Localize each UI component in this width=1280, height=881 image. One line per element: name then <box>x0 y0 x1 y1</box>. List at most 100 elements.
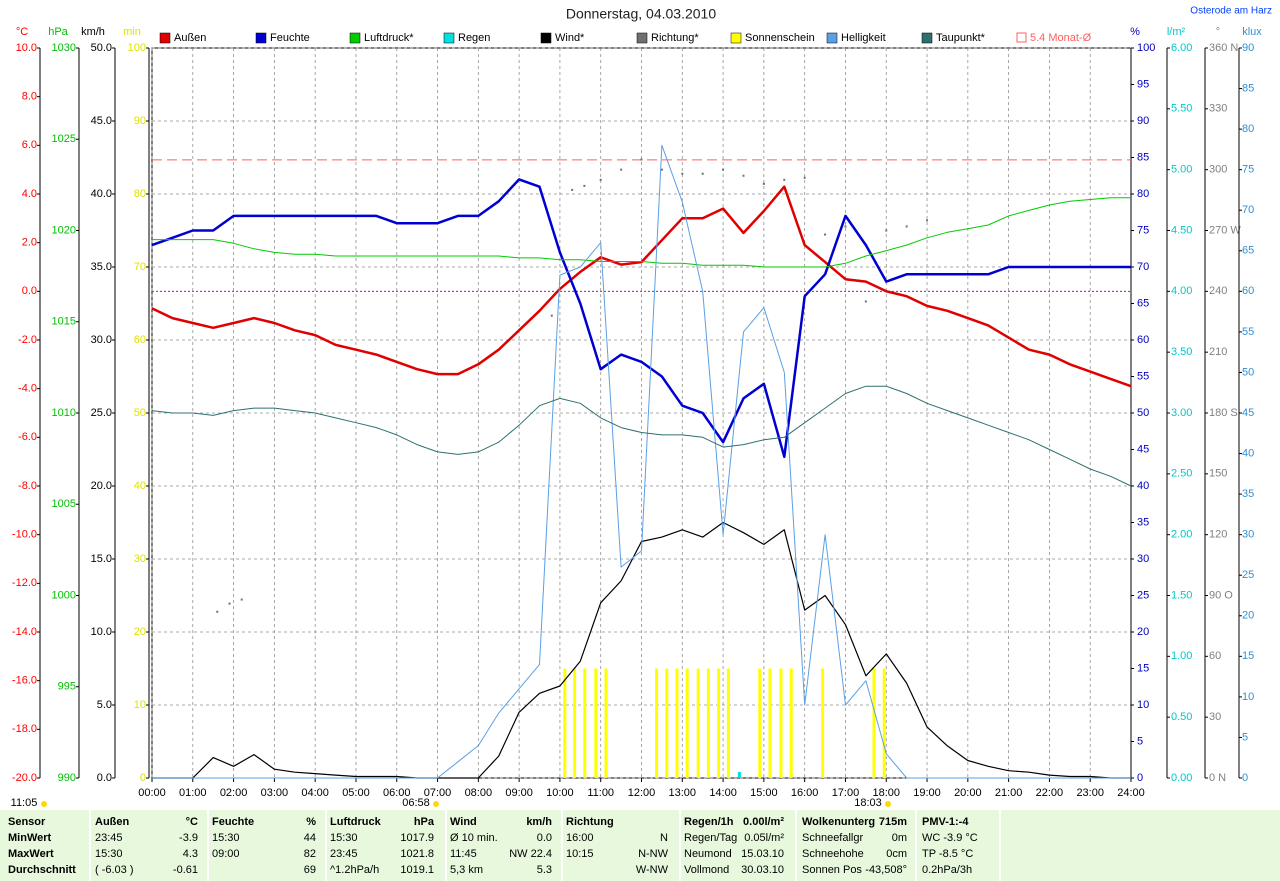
table-cell: W-NW <box>636 864 669 876</box>
axis-tick-label: 60 <box>1242 285 1254 297</box>
table-cell: 1017.9 <box>400 832 434 844</box>
axis-tick-label: 4.0 <box>22 188 37 200</box>
axis-tick-label: 75 <box>1242 164 1254 176</box>
bar <box>737 771 741 778</box>
dot <box>701 172 704 175</box>
table-cell: 44 <box>304 832 316 844</box>
bar <box>563 668 567 778</box>
x-tick-label: 23:00 <box>1076 787 1104 799</box>
x-tick-label: 05:00 <box>342 787 370 799</box>
axis-tick-label: 90 <box>1137 115 1149 127</box>
dot <box>599 178 602 181</box>
axis-tick-label: 15 <box>1242 650 1254 662</box>
bar <box>789 668 793 778</box>
table-header: 0.00l/m² <box>743 816 784 828</box>
axis-tick-label: -2.0 <box>18 334 37 346</box>
axis-tick-label: 60 <box>1209 650 1221 662</box>
x-tick-label: 01:00 <box>179 787 207 799</box>
table-cell: 0.05l/m² <box>744 832 784 844</box>
legend-swatch <box>826 32 838 44</box>
legend-label: Richtung* <box>651 32 699 44</box>
table-cell: Schneehohe <box>802 848 864 860</box>
axis-tick-label: 4.00 <box>1171 285 1192 297</box>
bar <box>675 668 679 778</box>
axis-tick-label: 55 <box>1137 370 1149 382</box>
axis-tick-label: 30 <box>1137 553 1149 565</box>
axis-tick-label: 30 <box>1209 711 1221 723</box>
axis-tick-label: 45.0 <box>91 115 112 127</box>
axis-tick-label: 40.0 <box>91 188 112 200</box>
axis-tick-label: 10.0 <box>91 626 112 638</box>
bar <box>882 668 886 778</box>
x-tick-label: 08:00 <box>465 787 493 799</box>
time-marker-dot <box>885 801 891 807</box>
dot <box>583 184 586 187</box>
legend-swatch <box>349 32 361 44</box>
axis-tick-label: 60 <box>134 334 146 346</box>
x-tick-label: 14:00 <box>709 787 737 799</box>
table-header: Feuchte <box>212 816 254 828</box>
station-name: Osterode am Harz <box>1190 6 1272 17</box>
bar <box>726 668 730 778</box>
table-header: Sensor <box>8 816 46 828</box>
axis-title: ° <box>1216 26 1220 38</box>
axis-tick-label: 85 <box>1242 82 1254 94</box>
axis-title: klux <box>1242 26 1262 38</box>
bar <box>685 668 689 778</box>
axis-tick-label: 0.00 <box>1171 772 1192 784</box>
table-cell: TP -8.5 °C <box>922 848 973 860</box>
x-tick-label: 13:00 <box>669 787 697 799</box>
table-cell: 23:45 <box>330 848 358 860</box>
dot <box>216 610 219 613</box>
axis-title: hPa <box>48 26 68 38</box>
table-cell: 09:00 <box>212 848 240 860</box>
axis-tick-label: 150 <box>1209 468 1227 480</box>
time-marker: 11:05 <box>11 797 38 809</box>
time-marker-dot <box>41 801 47 807</box>
x-tick-label: 18:00 <box>872 787 900 799</box>
axis-tick-label: 50.0 <box>91 42 112 54</box>
axis-tick-label: 50 <box>134 407 146 419</box>
table-cell: 0.2hPa/3h <box>922 864 972 876</box>
bar <box>768 668 772 778</box>
axis-tick-label: 15 <box>1137 662 1149 674</box>
axis-tick-label: 100 <box>128 42 146 54</box>
axis-tick-label: 25 <box>1242 569 1254 581</box>
axis-tick-label: 300 <box>1209 164 1227 176</box>
table-cell: 16:00 <box>566 832 594 844</box>
axis-tick-label: 55 <box>1242 326 1254 338</box>
series-line <box>151 178 1131 459</box>
axis-tick-label: 45 <box>1137 443 1149 455</box>
x-tick-label: 00:00 <box>138 787 166 799</box>
dot <box>550 314 553 317</box>
bar <box>821 668 825 778</box>
x-tick-label: 24:00 <box>1117 787 1145 799</box>
x-tick-label: 02:00 <box>220 787 248 799</box>
table-cell: 1021.8 <box>400 848 434 860</box>
x-tick-label: 10:00 <box>546 787 574 799</box>
axis-tick-label: 95 <box>1137 78 1149 90</box>
axis-tick-label: 45 <box>1242 407 1254 419</box>
table-cell: 4.3 <box>183 848 198 860</box>
axis-title: l/m² <box>1167 26 1186 38</box>
x-tick-label: 20:00 <box>954 787 982 799</box>
legend-label: Regen <box>458 32 490 44</box>
axis-tick-label: -6.0 <box>18 431 37 443</box>
x-tick-label: 17:00 <box>832 787 860 799</box>
dot <box>571 188 574 191</box>
axis-tick-label: 0 <box>1137 772 1143 784</box>
axis-title: % <box>1130 26 1140 38</box>
bar <box>872 668 876 778</box>
x-tick-label: 21:00 <box>995 787 1023 799</box>
axis-tick-label: -20.0 <box>12 772 37 784</box>
legend-label: Taupunkt* <box>936 32 986 44</box>
axis-tick-label: 20 <box>1137 626 1149 638</box>
axis-tick-label: 990 <box>58 772 76 784</box>
axis-tick-label: 6.00 <box>1171 42 1192 54</box>
bar <box>779 668 783 778</box>
table-header: Außen <box>95 816 130 828</box>
axis-tick-label: -8.0 <box>18 480 37 492</box>
x-tick-label: 11:00 <box>587 787 614 799</box>
bar <box>758 668 762 778</box>
axis-title: °C <box>16 26 28 38</box>
